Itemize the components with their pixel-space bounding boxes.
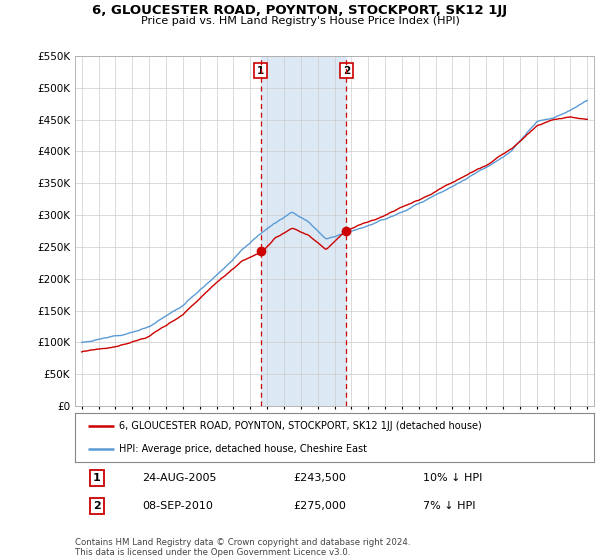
Text: 6, GLOUCESTER ROAD, POYNTON, STOCKPORT, SK12 1JJ: 6, GLOUCESTER ROAD, POYNTON, STOCKPORT, … [92,4,508,17]
Text: 24-AUG-2005: 24-AUG-2005 [142,473,217,483]
Text: £275,000: £275,000 [293,501,346,511]
Text: Price paid vs. HM Land Registry's House Price Index (HPI): Price paid vs. HM Land Registry's House … [140,16,460,26]
Text: 1: 1 [257,66,265,76]
Text: 1: 1 [93,473,101,483]
Text: 10% ↓ HPI: 10% ↓ HPI [423,473,482,483]
Bar [260,56,346,406]
Text: 6, GLOUCESTER ROAD, POYNTON, STOCKPORT, SK12 1JJ (detached house): 6, GLOUCESTER ROAD, POYNTON, STOCKPORT, … [119,421,482,431]
Text: 08-SEP-2010: 08-SEP-2010 [142,501,214,511]
Text: 2: 2 [343,66,350,76]
Text: Contains HM Land Registry data © Crown copyright and database right 2024.
This d: Contains HM Land Registry data © Crown c… [75,538,410,557]
Text: HPI: Average price, detached house, Cheshire East: HPI: Average price, detached house, Ches… [119,444,367,454]
Text: 7% ↓ HPI: 7% ↓ HPI [423,501,475,511]
Text: 2: 2 [93,501,101,511]
Text: £243,500: £243,500 [293,473,346,483]
